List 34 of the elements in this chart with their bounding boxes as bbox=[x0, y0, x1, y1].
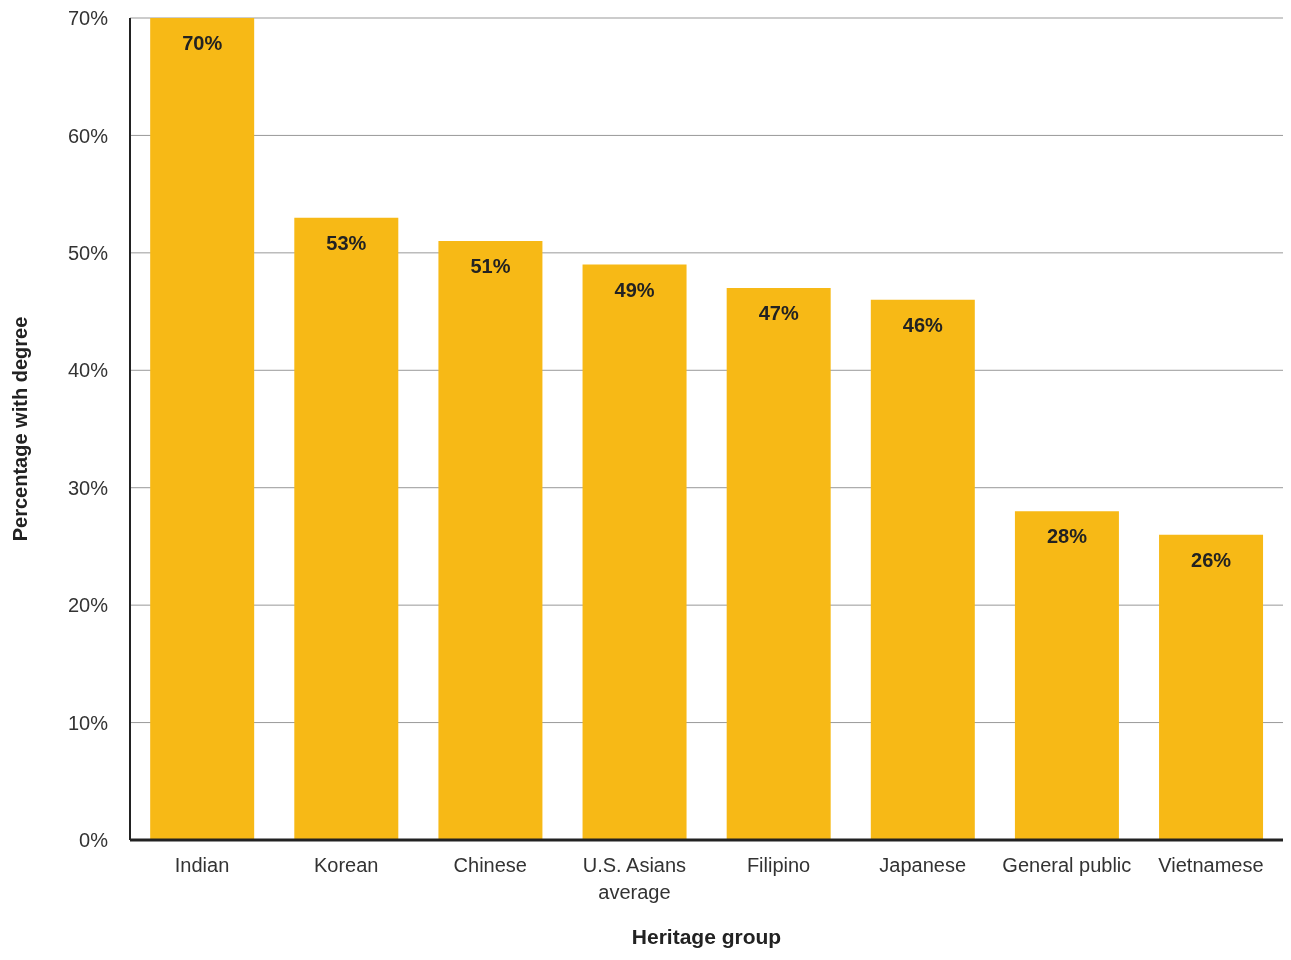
x-tick-label: U.S. Asians average bbox=[582, 854, 687, 903]
x-tick-label: Chinese bbox=[453, 854, 528, 876]
y-tick-label: 60% bbox=[67, 124, 109, 147]
data-label: 28% bbox=[1046, 525, 1088, 548]
bar bbox=[870, 299, 975, 840]
bar bbox=[294, 217, 399, 840]
y-tick-label: 70% bbox=[67, 7, 109, 30]
data-label: 26% bbox=[1191, 548, 1232, 571]
bar bbox=[1159, 534, 1264, 840]
data-label: 53% bbox=[326, 231, 367, 254]
x-tick-label: Japanese bbox=[879, 854, 967, 876]
data-label: 46% bbox=[902, 313, 944, 336]
y-tick-label: 10% bbox=[67, 711, 109, 734]
x-axis-title: Heritage group bbox=[631, 925, 782, 948]
x-tick-label: General public bbox=[1002, 854, 1132, 876]
y-tick-label: 20% bbox=[67, 594, 109, 617]
data-label: 70% bbox=[182, 32, 223, 54]
data-label: 51% bbox=[470, 255, 511, 278]
y-tick-label: 50% bbox=[67, 241, 109, 264]
data-label: 49% bbox=[614, 278, 655, 301]
x-tick-label: Filipino bbox=[746, 854, 811, 876]
y-tick-label: 40% bbox=[67, 359, 109, 382]
x-tick-label: Vietnamese bbox=[1158, 854, 1264, 876]
y-tick-label: 0% bbox=[79, 829, 109, 852]
y-tick-label: 30% bbox=[67, 476, 109, 499]
bar bbox=[438, 241, 543, 840]
data-label: 47% bbox=[758, 302, 799, 325]
x-tick-label: Korean bbox=[313, 854, 379, 876]
y-axis-title: Percentage with degree bbox=[9, 316, 32, 542]
bar bbox=[150, 18, 255, 840]
bar bbox=[582, 264, 687, 840]
bar bbox=[726, 288, 831, 840]
x-tick-label: Indian bbox=[174, 854, 230, 876]
bar bbox=[1014, 511, 1119, 840]
